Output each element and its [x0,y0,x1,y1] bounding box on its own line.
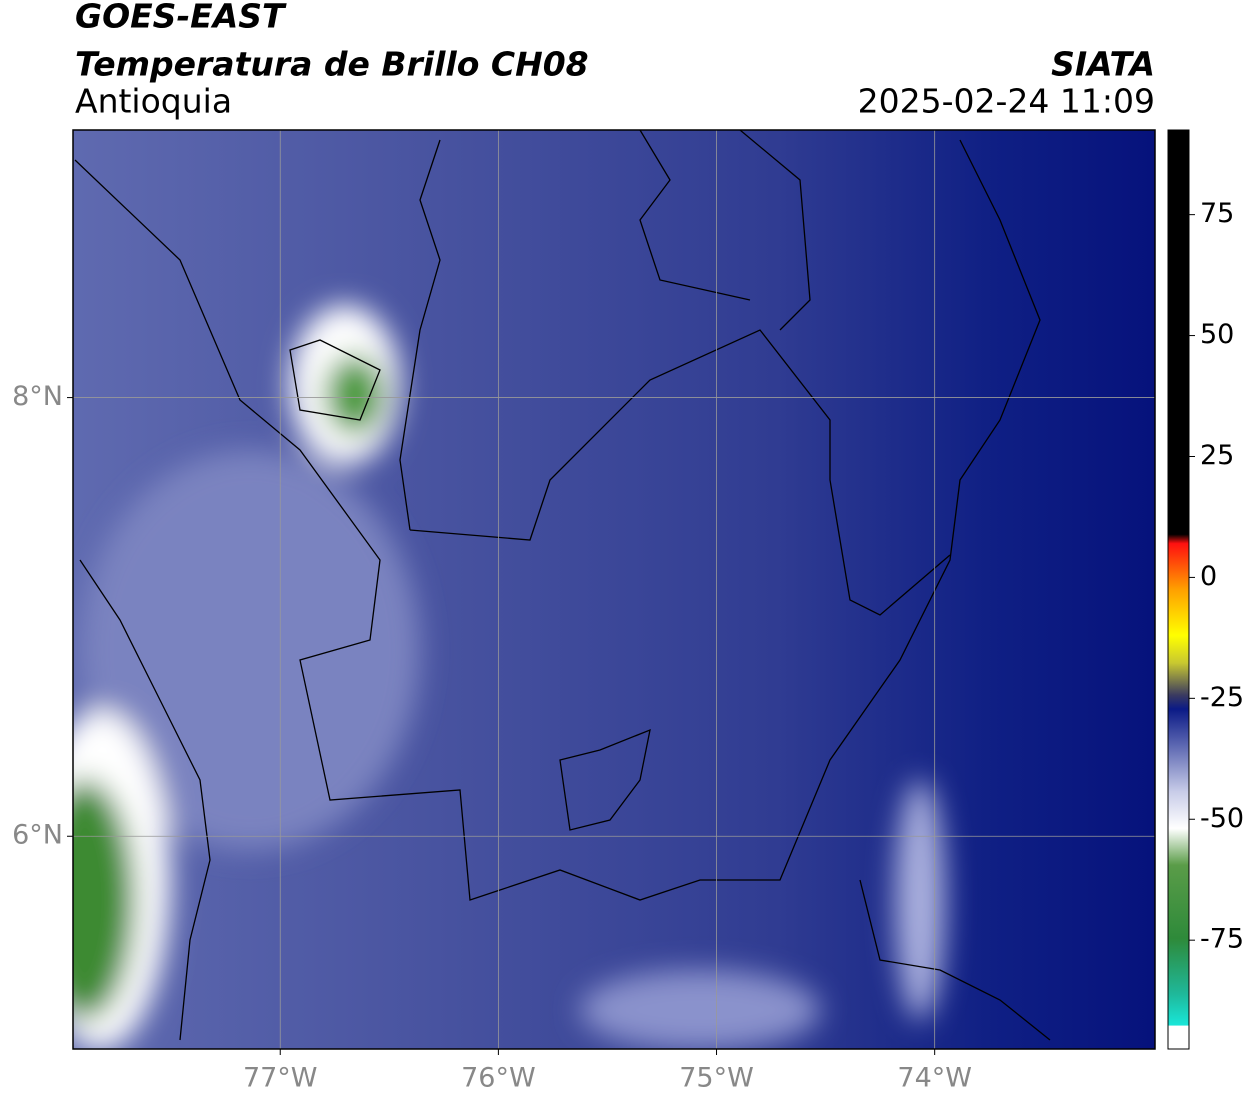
source: SIATA [1051,45,1155,84]
datetime: 2025-02-24 11:09 [858,82,1155,121]
colorbar-tick-label: -75 [1200,924,1244,955]
colorbar-tick-label: -50 [1200,803,1244,834]
x-tick-label: 76°W [461,1063,536,1094]
colorbar-tick-label: 50 [1200,319,1234,350]
colorbar [1167,129,1190,1050]
colorbar-tick-label: 75 [1200,198,1234,229]
x-tick-label: 75°W [679,1063,754,1094]
y-tick-label: 8°N [12,381,63,412]
x-tick-label: 74°W [897,1063,972,1094]
region: Antioquia [75,82,232,121]
map-image [73,130,1155,1049]
colorbar-tick-label: 0 [1200,561,1217,592]
subtitle: Temperatura de Brillo CH08 [75,45,589,84]
colorbar-tick-label: 25 [1200,440,1234,471]
y-tick-label: 6°N [12,820,63,851]
colorbar-tick-label: -25 [1200,682,1244,713]
map-frame [72,129,1156,1050]
x-tick-label: 77°W [243,1063,318,1094]
title: GOES-EAST [75,0,287,36]
